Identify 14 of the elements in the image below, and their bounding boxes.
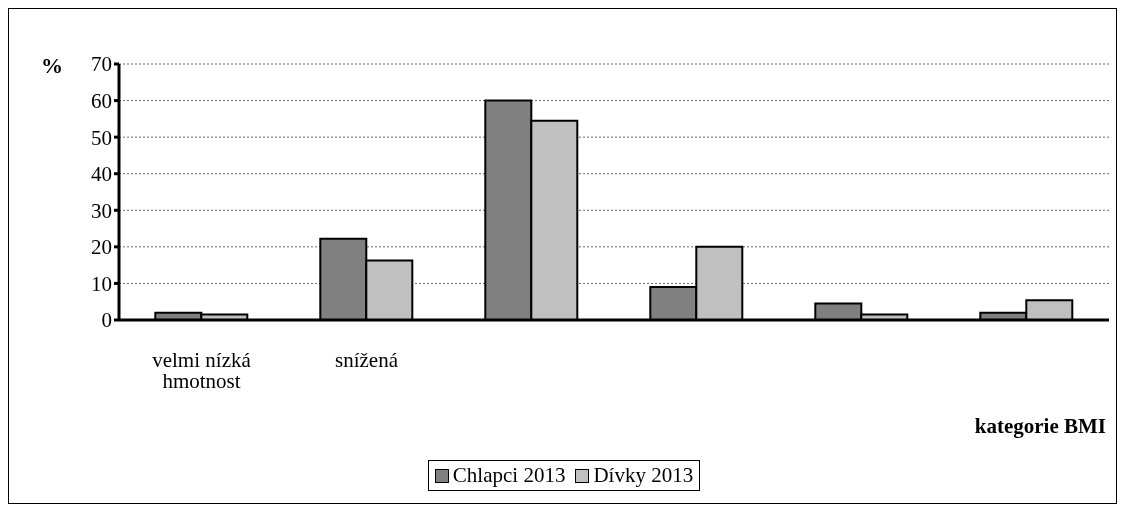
legend-label: Chlapci 2013 [452,463,566,488]
y-tick-label: 60 [91,89,112,114]
y-tick-label: 10 [91,271,112,296]
y-axis-title: % [41,53,63,79]
y-tick-label: 30 [91,198,112,223]
x-axis-title: kategorie BMI [974,414,1106,439]
y-tick-label: 0 [101,308,112,333]
y-tick-label: 50 [91,125,112,150]
y-tick-label: 70 [91,52,112,77]
legend-label: Dívky 2013 [593,463,694,488]
x-tick-label: velmi nízká hmotnost [152,347,252,393]
y-tick-label: 40 [91,162,112,187]
x-tick-label: snížená [335,347,399,372]
y-tick-label: 20 [91,235,112,260]
